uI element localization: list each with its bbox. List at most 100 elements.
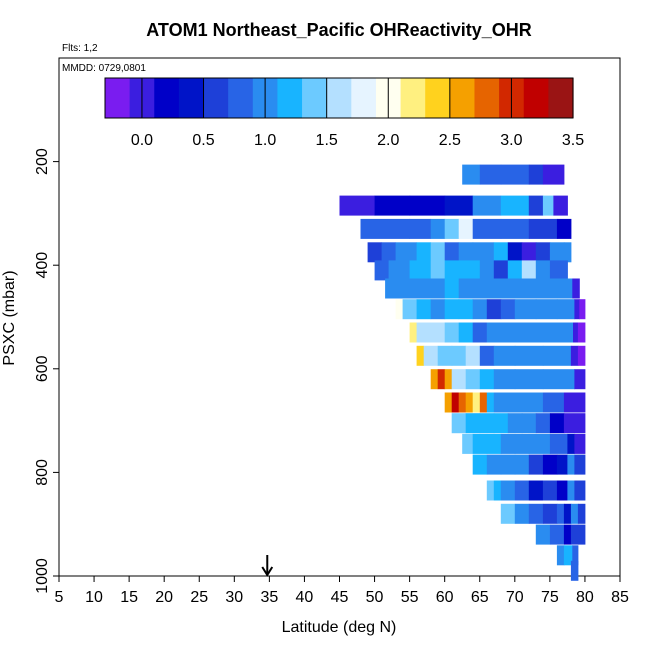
heatmap-cell — [528, 164, 544, 185]
heatmap-cell — [458, 299, 474, 320]
heatmap-cell — [402, 299, 418, 320]
colorbar-tick-label: 0.5 — [192, 132, 214, 149]
heatmap-cell — [472, 242, 495, 263]
heatmap-cell — [535, 524, 551, 545]
heatmap-cell — [437, 345, 453, 366]
heatmap-cell — [493, 260, 509, 281]
x-tick-label: 5 — [55, 589, 64, 606]
heatmap-cell — [574, 433, 586, 454]
heatmap-cell — [500, 433, 516, 454]
heatmap-cell — [409, 260, 432, 281]
heatmap-cell — [535, 260, 551, 281]
heatmap-cell — [500, 218, 530, 239]
heatmap-cell — [385, 278, 397, 299]
heatmap-cell — [444, 299, 460, 320]
heatmap-cell — [472, 195, 502, 216]
heatmap-cell — [395, 299, 404, 320]
heatmap-cell — [444, 260, 467, 281]
heatmap-cell — [549, 524, 565, 545]
heatmap-cell — [493, 480, 502, 501]
heatmap-cell — [430, 322, 446, 343]
colorbar-tick-label: 3.0 — [500, 132, 522, 149]
heatmap-cell — [458, 218, 474, 239]
heatmap-cell — [553, 195, 568, 216]
x-tick-label: 45 — [331, 589, 349, 606]
heatmap-cell — [574, 369, 586, 390]
heatmap-cell — [486, 322, 509, 343]
heatmap-cell — [416, 242, 432, 263]
heatmap-cell — [472, 433, 488, 454]
colorbar-tick-label: 1.0 — [254, 132, 276, 149]
heatmap-cell — [535, 299, 558, 320]
heatmap-cell — [567, 480, 575, 501]
x-axis-label: Latitude (deg N) — [282, 619, 397, 636]
x-tick-label: 60 — [436, 589, 454, 606]
heatmap-cell — [416, 345, 425, 366]
heatmap-cell — [542, 195, 554, 216]
heatmap-cell — [444, 392, 453, 413]
heatmap-cell — [479, 392, 488, 413]
heatmap-cell — [570, 345, 579, 366]
heatmap-cell — [458, 278, 481, 299]
heatmap-cell — [570, 560, 579, 581]
heatmap-cell — [573, 322, 579, 343]
colorbar-segment — [425, 78, 451, 118]
x-tick-label: 50 — [366, 589, 384, 606]
heatmap-cell — [430, 218, 446, 239]
heatmap-cell — [395, 242, 418, 263]
heatmap-cell — [563, 413, 586, 434]
x-tick-label: 80 — [576, 589, 594, 606]
heatmap-cell — [535, 278, 558, 299]
heatmap-cell — [486, 480, 495, 501]
heatmap-cell — [409, 195, 446, 216]
heatmap-cell — [416, 322, 432, 343]
heatmap-cell — [374, 195, 411, 216]
heatmap-cell — [486, 299, 502, 320]
heatmap-cell — [528, 218, 558, 239]
heatmap-cell — [339, 195, 376, 216]
heatmap-cell — [360, 218, 411, 239]
x-tick-label: 10 — [85, 589, 103, 606]
heatmap-cell — [572, 278, 580, 299]
heatmap-cell — [472, 454, 488, 475]
heatmap-cell — [572, 545, 579, 566]
heatmap-cell — [542, 392, 565, 413]
heatmap-cell — [542, 503, 558, 524]
colorbar-tick-label: 1.5 — [316, 132, 338, 149]
heatmap-cell — [528, 503, 544, 524]
heatmap-cell — [514, 433, 530, 454]
heatmap-cell — [479, 369, 495, 390]
heatmap-cell — [507, 242, 523, 263]
heatmap-cell — [472, 299, 488, 320]
heatmap-cell — [528, 322, 551, 343]
heatmap-cell — [579, 299, 586, 320]
heatmap-cell — [570, 503, 579, 524]
chart-title: ATOM1 Northeast_Pacific OHReactivity_OHR — [146, 20, 531, 40]
heatmap-cell — [528, 480, 544, 501]
heatmap-cell — [458, 392, 467, 413]
heatmap-cell — [479, 260, 495, 281]
heatmap-cell — [574, 299, 580, 320]
heatmap-cell — [444, 278, 460, 299]
heatmap-layer — [339, 164, 586, 581]
heatmap-cell — [479, 413, 495, 434]
heatmap-cell — [507, 260, 523, 281]
heatmap-cell — [462, 164, 481, 185]
heatmap-cell — [514, 454, 530, 475]
colorbar-segment — [523, 78, 549, 118]
heatmap-cell — [577, 322, 586, 343]
colorbar-segment — [228, 78, 254, 118]
flights-label: Flts: 1,2 — [62, 43, 98, 54]
heatmap-cell — [430, 242, 446, 263]
heatmap-cell — [514, 299, 537, 320]
heatmap-cell — [486, 454, 502, 475]
heatmap-cell — [535, 242, 551, 263]
heatmap-cell — [409, 322, 418, 343]
y-tick-label: 600 — [34, 355, 51, 382]
heatmap-cell — [556, 218, 572, 239]
colorbar-segment — [302, 78, 328, 118]
heatmap-cell — [388, 260, 411, 281]
heatmap-cell — [451, 413, 467, 434]
heatmap-cell — [577, 503, 586, 524]
